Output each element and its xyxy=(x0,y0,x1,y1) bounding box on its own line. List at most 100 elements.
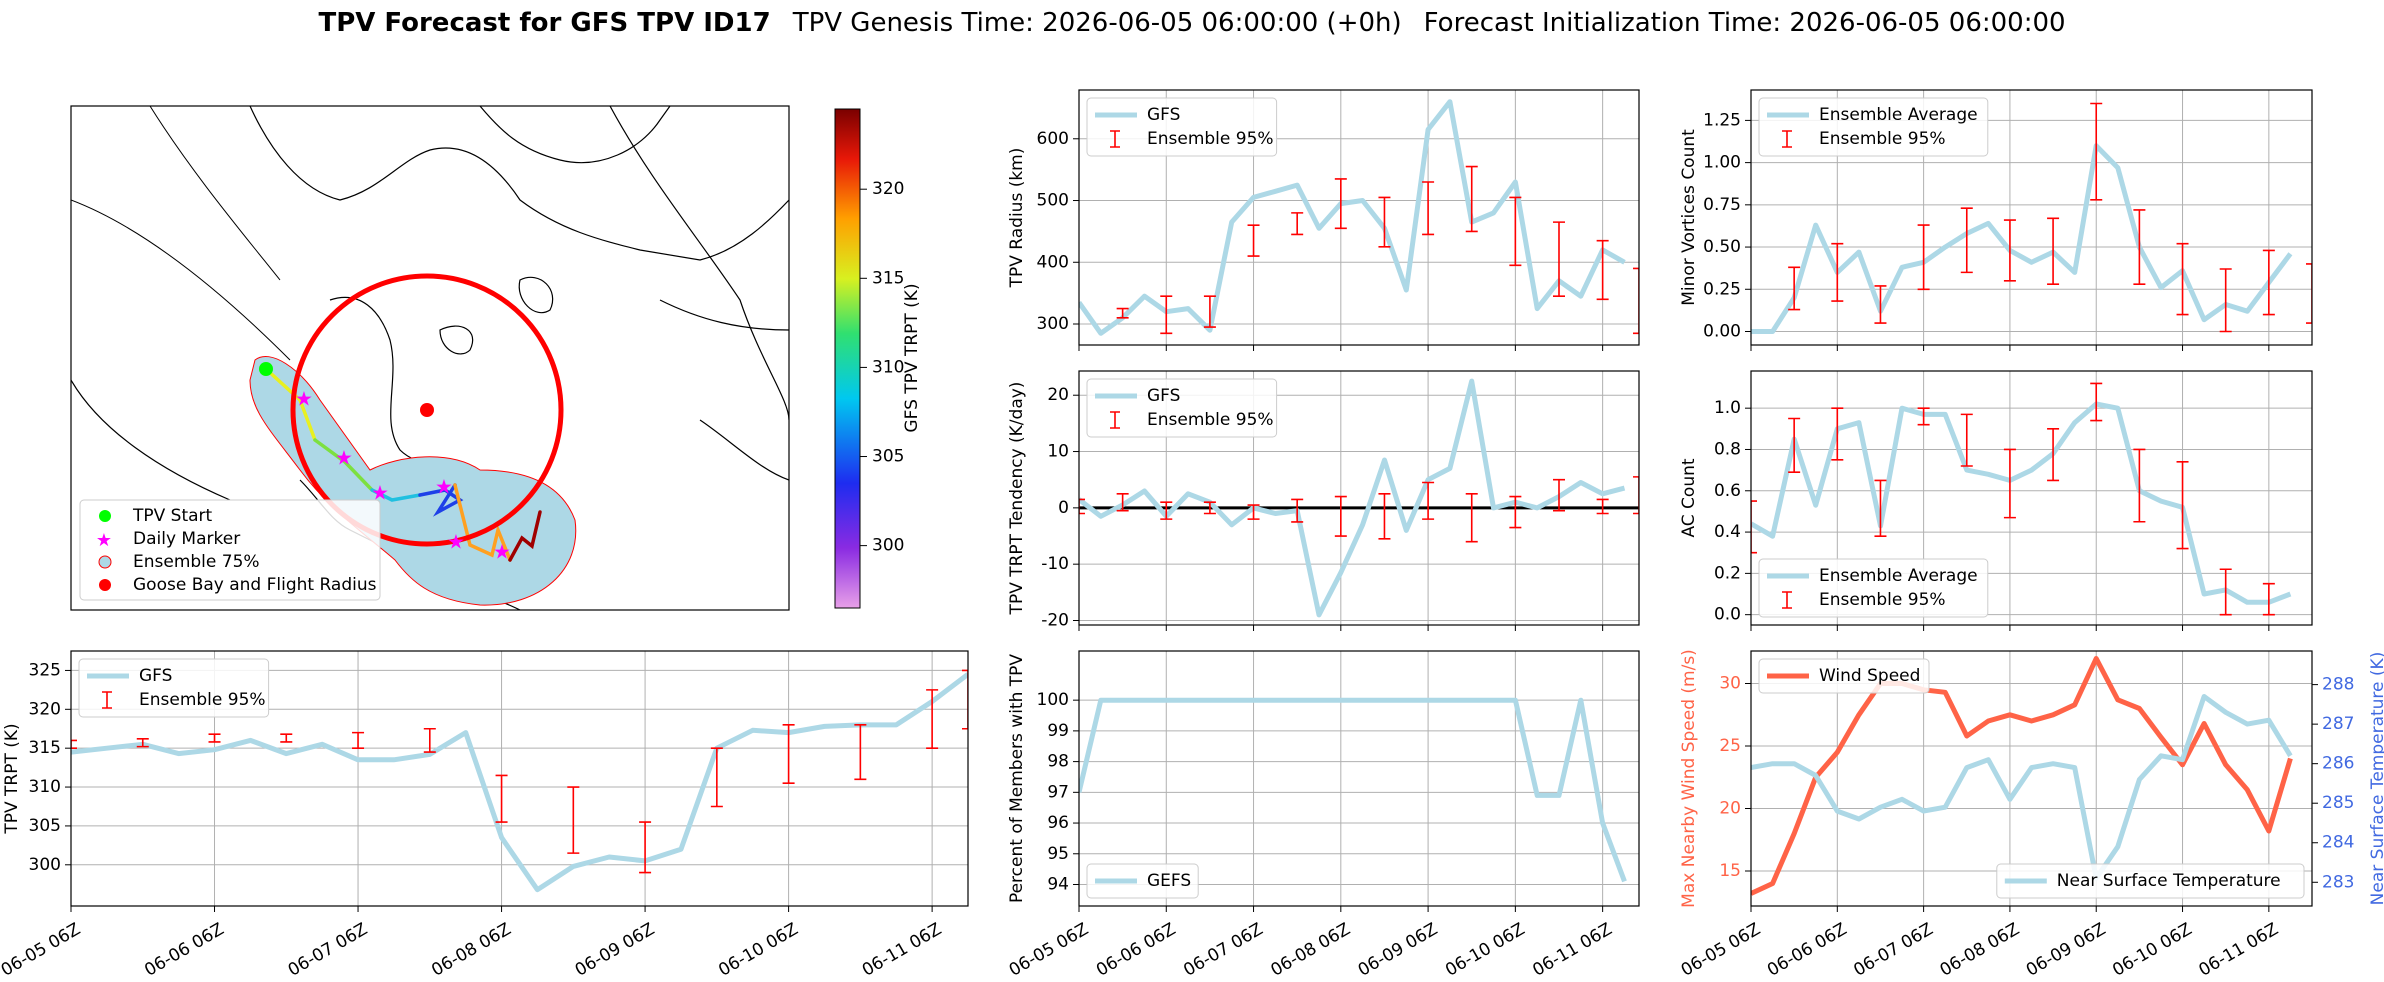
daily-marker: ★ xyxy=(295,387,313,411)
error-bar xyxy=(1831,407,1844,461)
error-bar xyxy=(1633,267,1639,335)
legend-box xyxy=(1758,97,1989,157)
legend-swatch xyxy=(1782,130,1792,148)
error-bar xyxy=(1378,492,1391,540)
error-bar xyxy=(1291,212,1304,236)
series-line xyxy=(1751,143,2293,334)
legend-box xyxy=(1758,658,1930,694)
x-tick-label: 06-06 06Z xyxy=(141,919,227,980)
y-tick-label: 310 xyxy=(29,777,61,797)
legend-swatch xyxy=(99,579,111,591)
error-bar xyxy=(1751,500,1757,554)
y-tick-label: 94 xyxy=(1047,874,1069,894)
legend-swatch xyxy=(1782,591,1792,609)
tpv-start xyxy=(259,362,273,376)
colorbar xyxy=(834,108,861,609)
error-bar xyxy=(2262,249,2275,316)
error-bar xyxy=(2262,582,2275,616)
error-bar xyxy=(1874,479,1887,538)
legend-label: TPV Start xyxy=(132,506,213,526)
y-axis-label: AC Count xyxy=(1679,458,1699,537)
legend-box xyxy=(1996,863,2305,899)
error-bar xyxy=(1917,407,1930,426)
error-bar xyxy=(1203,295,1216,328)
y-axis-label: TPV Radius (km) xyxy=(1007,148,1027,289)
series-line xyxy=(1751,656,2293,896)
series-line xyxy=(1751,401,2292,605)
error-bar xyxy=(782,724,795,784)
error-bar xyxy=(1203,501,1216,515)
legend-swatch xyxy=(98,555,112,569)
axes-frame xyxy=(1750,89,2313,346)
x-tick-label: 06-10 06Z xyxy=(2109,919,2195,980)
x-tick-label: 06-08 06Z xyxy=(428,919,514,980)
error-bar xyxy=(2133,448,2146,523)
x-tick-label: 06-05 06Z xyxy=(1678,919,1764,980)
x-tick-label: 06-09 06Z xyxy=(1355,919,1441,980)
coastlines xyxy=(71,106,789,610)
daily-marker: ★ xyxy=(335,446,353,470)
error-bar xyxy=(1633,476,1639,515)
legend-label: Daily Marker xyxy=(133,529,240,549)
y-tick-label: 95 xyxy=(1047,844,1069,864)
axes-frame xyxy=(1750,650,2313,907)
x-tick-label: 06-05 06Z xyxy=(0,919,84,980)
error-bar xyxy=(1334,178,1347,230)
y-tick-label: 300 xyxy=(29,855,61,875)
error-bar xyxy=(1960,207,1973,274)
legend-label: GEFS xyxy=(1147,871,1191,891)
error-bar xyxy=(1788,417,1801,473)
error-bar xyxy=(495,774,508,823)
x-tick-label: 06-11 06Z xyxy=(859,919,945,980)
error-bar xyxy=(1116,307,1129,319)
series-line xyxy=(1751,694,2293,881)
x-tick-label: 06-07 06Z xyxy=(285,919,371,980)
error-bar xyxy=(2306,263,2312,324)
error-bar xyxy=(854,724,867,781)
y2-tick-label: 285 xyxy=(2322,793,2354,813)
legend-label: GFS xyxy=(139,666,172,686)
error-bar xyxy=(2003,219,2016,282)
error-bar xyxy=(423,727,436,753)
x-tick-label: 06-06 06Z xyxy=(1764,919,1850,980)
figure-title: TPV Forecast for GFS TPV ID17 TPV Genesis… xyxy=(318,8,2065,38)
title-genesis: TPV Genesis Time: 2026-06-05 06:00:00 (+… xyxy=(792,8,1402,38)
y-tick-label: -10 xyxy=(1041,554,1069,574)
error-bar xyxy=(962,669,968,730)
y2-tick-label: 288 xyxy=(2322,675,2354,695)
error-bar xyxy=(1509,495,1522,529)
error-bar xyxy=(1553,478,1565,512)
y-tick-label: 300 xyxy=(1037,314,1069,334)
track xyxy=(264,367,542,562)
y-tick-label: -20 xyxy=(1041,610,1069,630)
y-tick-label: 325 xyxy=(29,660,61,680)
y-tick-label: 600 xyxy=(1037,129,1069,149)
axes-frame xyxy=(1078,370,1640,626)
error-bar xyxy=(1247,224,1260,257)
legend-label: Ensemble 95% xyxy=(1819,129,1946,149)
error-bar xyxy=(2176,461,2189,550)
error-bar xyxy=(1596,498,1609,515)
y-tick-label: 320 xyxy=(29,699,61,719)
plot-area xyxy=(71,669,968,893)
error-bar xyxy=(1509,196,1522,267)
legend-box xyxy=(79,499,381,601)
daily-marker: ★ xyxy=(493,540,511,564)
y-tick-label: 0 xyxy=(1058,498,1069,518)
legend-label: Near Surface Temperature xyxy=(2057,871,2281,891)
y-axis-label: Minor Vortices Count xyxy=(1679,129,1699,306)
colorbar-tick-label: 300 xyxy=(872,536,904,556)
y-tick-label: 25 xyxy=(1719,736,1741,756)
error-bar xyxy=(1553,221,1565,298)
y2-axis-label: Near Surface Temperature (K) xyxy=(2368,652,2384,906)
error-bar xyxy=(1334,495,1347,537)
y2-tick-label: 287 xyxy=(2322,714,2354,734)
error-bar xyxy=(639,821,652,874)
y-tick-label: 1.25 xyxy=(1703,110,1741,130)
y-tick-label: 0.0 xyxy=(1714,605,1741,625)
plot-area xyxy=(1079,99,1639,336)
map: ★ ★ ★ ★ ★ ★ ★ TPV Start Daily Marker Ens… xyxy=(71,106,789,610)
colorbar-tick-label: 315 xyxy=(872,268,904,288)
